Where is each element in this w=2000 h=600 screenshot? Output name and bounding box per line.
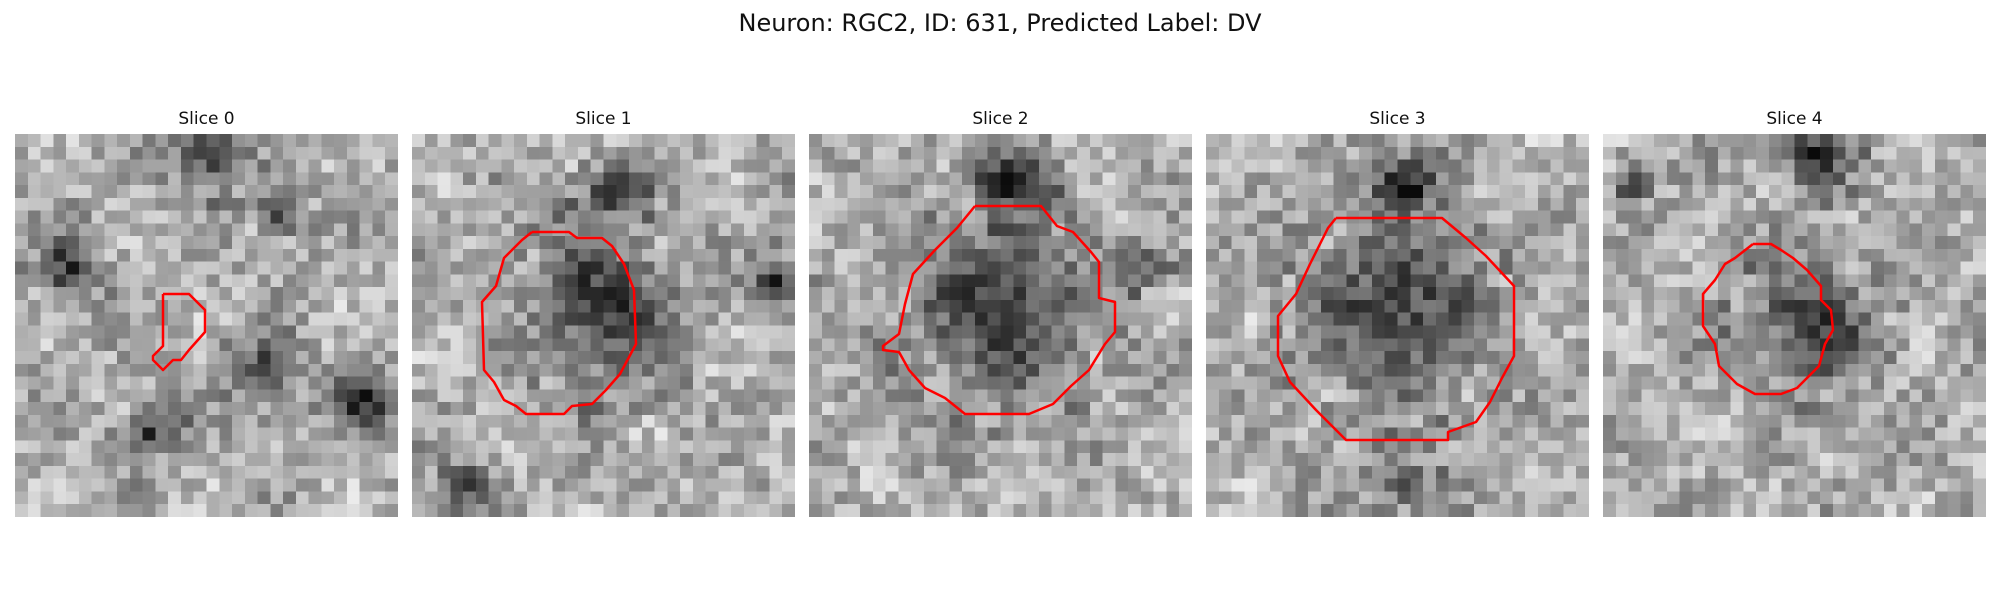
roi-contour-4: [1701, 242, 1835, 396]
slice-image-3: [1206, 134, 1589, 517]
roi-contour-3: [1276, 216, 1516, 442]
slice-image-1: [412, 134, 795, 517]
slice-panel-0: Slice 0: [15, 108, 398, 517]
slice-title-1: Slice 1: [575, 109, 632, 129]
slice-title-4: Slice 4: [1766, 109, 1823, 129]
slice-title-3: Slice 3: [1369, 109, 1426, 129]
slice-panel-1: Slice 1: [412, 108, 795, 517]
roi-contour-1: [480, 230, 638, 416]
slice-image-4: [1603, 134, 1986, 517]
slice-panel-3: Slice 3: [1206, 108, 1589, 517]
figure-title: Neuron: RGC2, ID: 631, Predicted Label: …: [738, 9, 1262, 37]
slice-image-2: [809, 134, 1192, 517]
slice-title-0: Slice 0: [178, 109, 235, 129]
roi-contour-0: [151, 292, 207, 372]
slice-image-0: [15, 134, 398, 517]
slice-title-2: Slice 2: [972, 109, 1029, 129]
slice-panel-4: Slice 4: [1603, 108, 1986, 517]
slice-panel-2: Slice 2: [809, 108, 1192, 517]
roi-contour-2: [881, 204, 1117, 416]
